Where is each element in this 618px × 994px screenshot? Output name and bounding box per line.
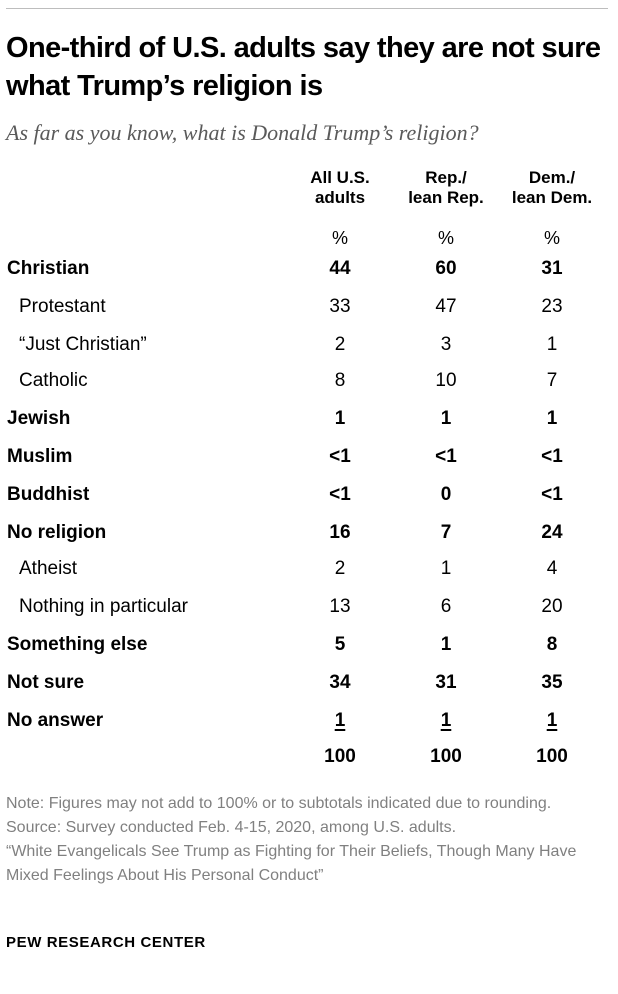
total-all-adults: 100 — [324, 746, 356, 767]
table-row-atheist: Atheist 2 1 4 — [0, 554, 618, 584]
row-label: No answer — [7, 710, 104, 731]
value-dem: 8 — [546, 634, 558, 655]
row-label: Buddhist — [7, 484, 90, 505]
percent-unit: % — [331, 228, 348, 248]
value-dem: 31 — [541, 258, 563, 279]
column-header-line: All U.S. — [310, 168, 370, 187]
table-row-no-answer: No answer 1 1 1 — [0, 706, 618, 736]
value-rep: 1 — [440, 710, 452, 731]
value-rep: 1 — [440, 634, 452, 655]
row-label: Christian — [7, 258, 90, 279]
column-header-line: Rep./ — [425, 168, 467, 187]
table-row-something-else: Something else 5 1 8 — [0, 630, 618, 660]
table-row-not-sure: Not sure 34 31 35 — [0, 668, 618, 698]
source-text: Source: Survey conducted Feb. 4-15, 2020… — [6, 819, 457, 836]
column-header-line: lean Dem. — [511, 188, 593, 207]
footnotes: Note: Figures may not add to 100% or to … — [6, 792, 610, 888]
value-dem: 20 — [541, 596, 563, 617]
value-dem: 23 — [541, 296, 563, 317]
top-divider — [6, 8, 608, 9]
report-title: “White Evangelicals See Trump as Fightin… — [6, 843, 577, 884]
column-header-dem: Dem./ lean Dem. — [492, 168, 612, 208]
table-row-christian: Christian 44 60 31 — [0, 254, 618, 284]
value-dem: 7 — [546, 370, 558, 391]
value-all-adults: 5 — [334, 634, 346, 655]
value-rep: 7 — [440, 522, 452, 543]
value-rep: 1 — [440, 408, 452, 429]
value-dem: 24 — [541, 522, 563, 543]
page-title: One-third of U.S. adults say they are no… — [6, 32, 601, 102]
row-label: Catholic — [19, 370, 88, 391]
value-dem: <1 — [541, 446, 563, 467]
column-header-line: adults — [314, 188, 366, 207]
total-dem: 100 — [536, 746, 568, 767]
value-all-adults: 1 — [334, 408, 346, 429]
row-label: Muslim — [7, 446, 73, 467]
value-all-adults: 44 — [329, 258, 351, 279]
note-text: Note: Figures may not add to 100% or to … — [6, 795, 552, 812]
value-all-adults: 2 — [334, 334, 346, 355]
value-dem: 4 — [546, 558, 558, 579]
row-label: “Just Christian” — [19, 334, 147, 355]
table-row-just-christian: “Just Christian” 2 3 1 — [0, 330, 618, 360]
value-all-adults: <1 — [329, 446, 351, 467]
row-label: Nothing in particular — [19, 596, 188, 617]
value-dem: 1 — [546, 408, 558, 429]
value-all-adults: 13 — [329, 596, 351, 617]
total-rep: 100 — [430, 746, 462, 767]
value-all-adults: 2 — [334, 558, 346, 579]
value-all-adults: 16 — [329, 522, 351, 543]
table-row-buddhist: Buddhist <1 0 <1 — [0, 480, 618, 510]
column-header-rep: Rep./ lean Rep. — [386, 168, 506, 208]
table-row-jewish: Jewish 1 1 1 — [0, 404, 618, 434]
survey-question: As far as you know, what is Donald Trump… — [6, 120, 479, 145]
row-label: Jewish — [7, 408, 71, 429]
table-row-nothing-in-particular: Nothing in particular 13 6 20 — [0, 592, 618, 622]
value-rep: 6 — [440, 596, 452, 617]
percent-unit: % — [543, 228, 560, 248]
column-header-all-adults: All U.S. adults — [280, 168, 400, 208]
row-label: No religion — [7, 522, 107, 543]
value-all-adults: 1 — [334, 710, 346, 731]
value-rep: 1 — [440, 558, 452, 579]
value-rep: 31 — [435, 672, 457, 693]
row-label: Atheist — [19, 558, 78, 579]
value-rep: 0 — [440, 484, 452, 505]
row-label: Something else — [7, 634, 148, 655]
value-all-adults: <1 — [329, 484, 351, 505]
value-rep: 47 — [435, 296, 457, 317]
value-rep: <1 — [435, 446, 457, 467]
value-dem: <1 — [541, 484, 563, 505]
value-dem: 35 — [541, 672, 563, 693]
table-row-muslim: Muslim <1 <1 <1 — [0, 442, 618, 472]
value-all-adults: 34 — [329, 672, 351, 693]
column-header-line: lean Rep. — [408, 188, 484, 207]
table-row-protestant: Protestant 33 47 23 — [0, 292, 618, 322]
value-all-adults: 8 — [334, 370, 346, 391]
value-dem: 1 — [546, 334, 558, 355]
value-rep: 10 — [435, 370, 457, 391]
row-label: Not sure — [7, 672, 85, 693]
percent-unit: % — [437, 228, 454, 248]
table-row-catholic: Catholic 8 10 7 — [0, 366, 618, 396]
value-rep: 60 — [435, 258, 457, 279]
value-all-adults: 33 — [329, 296, 351, 317]
column-header-line: Dem./ — [528, 168, 576, 187]
table-row-no-religion: No religion 16 7 24 — [0, 518, 618, 548]
row-label: Protestant — [19, 296, 106, 317]
value-dem: 1 — [546, 710, 558, 731]
organization-name: PEW RESEARCH CENTER — [6, 934, 206, 951]
value-rep: 3 — [440, 334, 452, 355]
